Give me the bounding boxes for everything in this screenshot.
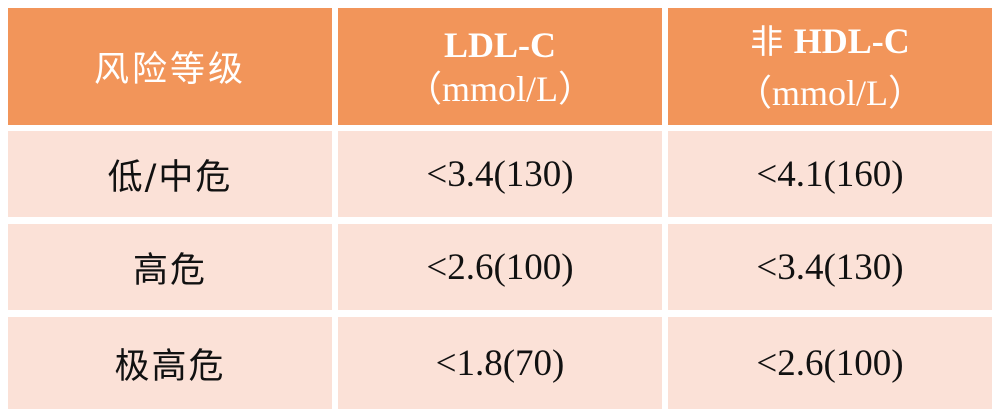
header-ldl-c-unit: mmol/L	[442, 68, 558, 109]
table-row-3-ldl: <1.8(70)	[338, 317, 662, 409]
table-row-1-non-hdl: <4.1(160)	[668, 131, 992, 217]
header-ldl-c-title: LDL-C	[443, 24, 556, 65]
header-non-hdl-c-title: HDL-C	[793, 20, 910, 61]
table-row-2-level: 高危	[8, 224, 332, 310]
table-row-3-non-hdl: <2.6(100)	[668, 317, 992, 409]
header-non-hdl-prefix: 非	[750, 21, 794, 61]
table-row-3-level: 极高危	[8, 317, 332, 409]
header-non-hdl-c-unit-line: （mmol/L）	[735, 72, 925, 113]
table-row-1-ldl: <3.4(130)	[338, 131, 662, 217]
header-non-hdl-c-title-line: 非 HDL-C	[750, 19, 910, 71]
header-risk-level-label: 风险等级	[93, 50, 246, 90]
header-ldl-c: LDL-C （mmol/L）	[338, 8, 662, 125]
table-row-1-level: 低/中危	[8, 131, 332, 217]
header-risk-level: 风险等级	[8, 8, 332, 125]
table-row-2-non-hdl: <3.4(130)	[668, 224, 992, 310]
header-ldl-c-unit-line: （mmol/L）	[405, 68, 595, 109]
header-non-hdl-c-unit: mmol/L	[772, 72, 888, 113]
table-row-2-ldl: <2.6(100)	[338, 224, 662, 310]
header-non-hdl-c: 非 HDL-C （mmol/L）	[668, 8, 992, 125]
